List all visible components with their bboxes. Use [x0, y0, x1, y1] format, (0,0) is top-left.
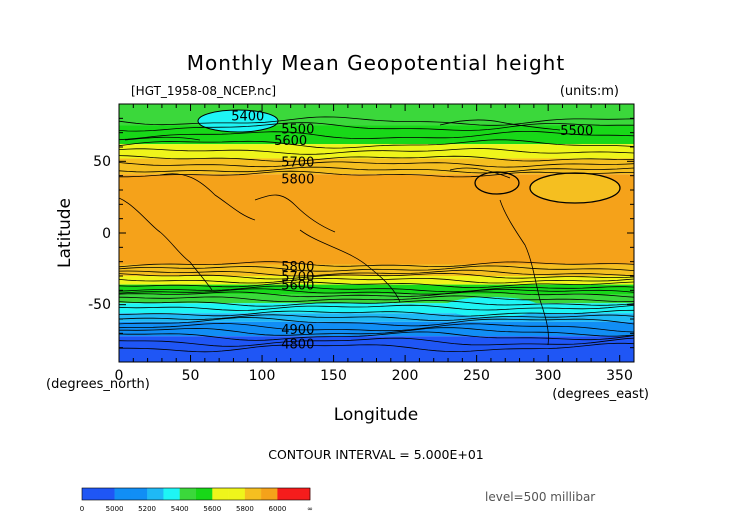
colorbar-swatch — [228, 488, 246, 500]
contour-line — [119, 122, 634, 132]
x-tick-100: 100 — [249, 368, 276, 384]
contour-line — [119, 285, 634, 293]
contour-lines — [119, 116, 634, 353]
contour-line — [119, 295, 634, 303]
contour-label-5800-6: 5800 — [281, 260, 314, 275]
contour-interval-text: CONTOUR INTERVAL = 5.000E+01 — [268, 447, 484, 462]
contour-label-5400-0: 5400 — [231, 109, 264, 124]
colorbar-swatch — [212, 488, 229, 500]
contour-label-5500-1: 5500 — [281, 122, 314, 137]
colorbar-swatch — [293, 488, 311, 500]
contour-line — [119, 309, 634, 317]
colorbar-swatch — [196, 488, 213, 500]
contour-line — [119, 317, 634, 327]
subtropical-high-asia — [474, 171, 520, 195]
x-tick-150: 150 — [320, 368, 347, 384]
y-tick-minus-50: -50 — [88, 297, 111, 313]
colorbar-swatch — [98, 488, 115, 500]
contour-line — [119, 281, 634, 289]
band-light-blue-10 — [119, 313, 634, 322]
contour-line — [119, 272, 634, 280]
x-tick-350: 350 — [606, 368, 633, 384]
contour-label-5500-5: 5500 — [560, 124, 593, 139]
contour-line — [119, 304, 634, 311]
contour-line — [119, 148, 634, 155]
contour-line — [119, 314, 634, 321]
colorbar-label-5800: 5800 — [236, 505, 254, 513]
contour-line — [119, 161, 634, 168]
contour-line — [119, 139, 634, 149]
colorbar-swatch — [114, 488, 132, 500]
contour-line — [119, 131, 634, 141]
colorbar-swatch — [147, 488, 164, 500]
plot-area: 5400550056005700580055005800570056004900… — [119, 104, 634, 362]
contour-line — [119, 265, 634, 272]
band-green-7 — [119, 284, 634, 295]
colorbar-swatch — [82, 488, 99, 500]
colorbar-frame — [81, 487, 311, 501]
colorbar-swatch — [130, 488, 148, 500]
band-light-orange-3 — [119, 158, 634, 175]
colorbar-label-6000: 6000 — [268, 505, 286, 513]
coastline-sketch — [119, 119, 561, 346]
y-tick-50: 50 — [93, 154, 111, 170]
x-tick-300: 300 — [535, 368, 562, 384]
contour-label-5600-8: 5600 — [281, 279, 314, 294]
contour-labels: 5400550056005700580055005800570056004900… — [231, 109, 593, 352]
x-axis-label: Longitude — [334, 405, 419, 425]
chart-title: Monthly Mean Geopotential height — [187, 51, 565, 75]
y-axis-label: Latitude — [55, 198, 75, 268]
colorbar-label-infinity: ∞ — [307, 505, 313, 513]
contour-line — [119, 299, 634, 307]
band-cyan-9 — [119, 303, 634, 314]
contour-label-4900-9: 4900 — [281, 323, 314, 338]
level-text: level=500 millibar — [485, 490, 595, 504]
axis-ticks — [118, 103, 635, 363]
contour-line — [119, 322, 634, 333]
colorbar-swatch — [163, 488, 181, 500]
colorbar-label-5000: 5000 — [106, 505, 124, 513]
contour-fill-bands — [119, 104, 634, 362]
x-tick-250: 250 — [463, 368, 490, 384]
units-label: (units:m) — [560, 84, 619, 99]
contour-line — [119, 170, 634, 178]
contour-label-5700-7: 5700 — [281, 270, 314, 285]
contour-label-4800-10: 4800 — [281, 337, 314, 352]
band-yellow-6 — [119, 276, 634, 285]
band-green-8 — [119, 294, 634, 304]
colorbar-swatch — [179, 488, 197, 500]
x-tick-50: 50 — [182, 368, 200, 384]
colorbar-label-5400: 5400 — [171, 505, 189, 513]
band-light-orange-5 — [119, 264, 634, 276]
band-yellow-2 — [119, 144, 634, 159]
subtropical-high-atlantic — [529, 172, 621, 204]
colorbar-swatch — [244, 488, 262, 500]
y-unit-label: (degrees_north) — [46, 377, 150, 392]
x-tick-0: 0 — [115, 368, 124, 384]
x-unit-label: (degrees_east) — [552, 387, 649, 402]
land-blobs — [197, 109, 621, 317]
x-tick-200: 200 — [392, 368, 419, 384]
colorbar-label-0: 0 — [80, 505, 84, 513]
southern-ocean-cyan-patch — [444, 297, 540, 317]
y-tick-0: 0 — [102, 226, 111, 242]
contour-label-5800-4: 5800 — [281, 173, 314, 188]
contour-label-5600-2: 5600 — [274, 134, 307, 149]
colorbar-swatch — [277, 488, 295, 500]
file-label: [HGT_1958-08_NCEP.nc] — [131, 84, 276, 98]
colorbar-label-5600: 5600 — [203, 505, 221, 513]
contour-line — [119, 166, 634, 174]
contour-line — [119, 261, 634, 268]
contour-line — [119, 288, 634, 295]
contour-line — [119, 155, 634, 162]
colorbar-swatch — [261, 488, 278, 500]
contour-label-5700-3: 5700 — [281, 155, 314, 170]
contour-line — [119, 291, 634, 298]
colorbar — [82, 488, 311, 500]
contour-line — [119, 116, 634, 126]
colorbar-label-5200: 5200 — [138, 505, 156, 513]
contour-line — [119, 342, 634, 353]
